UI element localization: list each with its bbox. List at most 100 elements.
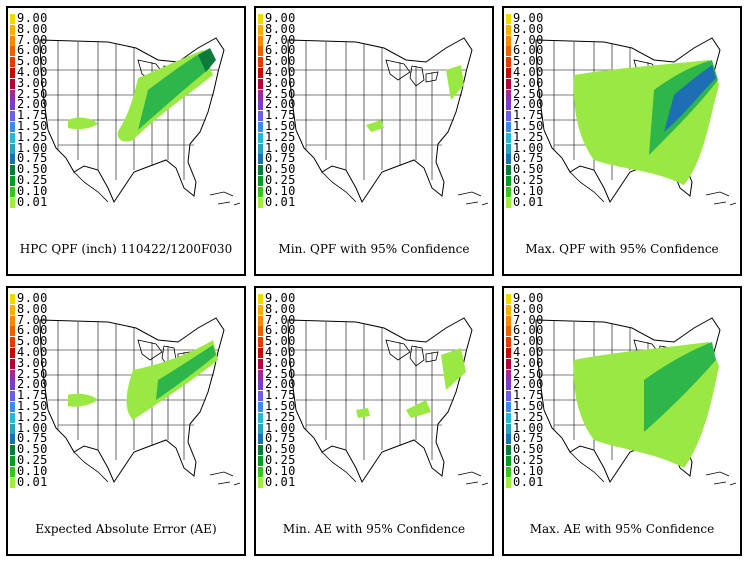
legend-label: 0.10 <box>265 463 296 478</box>
legend-entry: 1.75 <box>10 389 60 402</box>
legend-entry: 4.00 <box>506 344 556 359</box>
legend-swatch <box>10 455 15 466</box>
legend-entry: 5.00 <box>506 54 556 69</box>
legend-entry: 0.10 <box>506 185 556 198</box>
legend-swatch <box>258 46 263 57</box>
legend-swatch <box>258 347 263 358</box>
caribbean-islands <box>705 191 737 206</box>
legend-label: 0.50 <box>265 442 296 457</box>
legend-label: 1.00 <box>513 140 544 155</box>
legend-entry: 0.10 <box>506 465 556 478</box>
legend-entry: 0.25 <box>258 452 308 467</box>
legend-entry: 0.75 <box>506 432 556 445</box>
legend-swatch <box>258 154 263 165</box>
legend-entry: 1.00 <box>258 142 308 155</box>
color-legend: 9.00 8.00 7.00 6.00 5.00 4.00 3.00 2.50 2.00 1.75… <box>10 292 60 489</box>
legend-swatch <box>258 294 263 304</box>
legend-entry: 0.75 <box>10 152 60 165</box>
legend-label: 1.75 <box>265 108 296 123</box>
panel-caption: Max. QPF with 95% Confidence <box>525 242 719 256</box>
legend-entry: 1.00 <box>10 420 60 435</box>
legend-swatch <box>10 369 15 380</box>
legend-label: 1.25 <box>17 129 48 144</box>
legend-entry: 1.00 <box>506 420 556 435</box>
panel-caption: HPC QPF (inch) 110422/1200F030 <box>19 242 233 256</box>
legend-label: 2.00 <box>265 377 296 392</box>
legend-swatch <box>506 175 511 186</box>
legend-label: 2.00 <box>17 377 48 392</box>
legend-label: 8.00 <box>265 21 296 36</box>
legend-label: 1.75 <box>265 388 296 403</box>
legend-label: 3.00 <box>17 355 48 370</box>
legend-entry: 0.50 <box>258 163 308 176</box>
legend-label: 3.00 <box>265 355 296 370</box>
legend-label: 4.00 <box>513 344 544 359</box>
legend-label: 1.50 <box>17 398 48 413</box>
legend-label: 0.25 <box>265 452 296 467</box>
legend-swatch <box>258 445 263 456</box>
legend-label: 3.00 <box>265 75 296 90</box>
state-lines <box>289 40 466 180</box>
legend-swatch <box>10 358 15 369</box>
legend-entry: 0.01 <box>506 196 556 209</box>
legend-swatch <box>506 197 511 208</box>
legend-entry: 0.75 <box>258 152 308 165</box>
legend-swatch <box>258 401 263 412</box>
legend-entry: 3.00 <box>10 77 60 90</box>
legend-label: 0.25 <box>17 452 48 467</box>
legend-entry: 1.00 <box>258 420 308 435</box>
legend-entry: 0.25 <box>258 172 308 187</box>
legend-entry: 0.10 <box>258 463 308 478</box>
legend-label: 1.00 <box>513 420 544 435</box>
legend-label: 8.00 <box>513 301 544 316</box>
legend-swatch <box>506 78 511 89</box>
caribbean-islands <box>209 191 241 206</box>
legend-entry: 9.00 <box>506 12 556 25</box>
legend-entry: 1.75 <box>506 389 556 402</box>
legend-swatch <box>10 186 15 197</box>
legend-swatch <box>506 401 511 412</box>
legend-entry: 0.75 <box>506 152 556 165</box>
legend-entry: 4.00 <box>10 66 60 79</box>
legend-label: 0.25 <box>265 172 296 187</box>
legend-label: 1.00 <box>265 420 296 435</box>
legend-label: 8.00 <box>17 301 48 316</box>
caribbean-islands <box>209 471 241 486</box>
legend-label: 1.50 <box>265 118 296 133</box>
legend-entry: 2.50 <box>506 88 556 101</box>
legend-swatch <box>506 35 511 46</box>
legend-label: 2.00 <box>513 97 544 112</box>
legend-label: 4.00 <box>265 64 296 79</box>
legend-entry: 0.25 <box>10 452 60 467</box>
legend-entry: 2.00 <box>258 377 308 392</box>
legend-swatch <box>506 154 511 165</box>
legend-entry: 3.00 <box>258 355 308 370</box>
legend-swatch <box>10 412 15 423</box>
legend-label: 3.00 <box>513 355 544 370</box>
legend-label: 2.50 <box>17 86 48 101</box>
legend-swatch <box>258 358 263 369</box>
mexico-border <box>73 171 109 203</box>
legend-label: 5.00 <box>513 334 544 349</box>
legend-label: 5.00 <box>513 54 544 69</box>
legend-entry: 8.00 <box>506 301 556 316</box>
legend-entry: 0.25 <box>10 174 60 187</box>
legend-entry: 0.50 <box>258 442 308 457</box>
legend-entry: 2.50 <box>10 368 60 381</box>
legend-entry: 0.75 <box>258 432 308 445</box>
legend-entry: 0.50 <box>10 443 60 456</box>
legend-swatch <box>506 326 511 337</box>
legend-entry: 2.00 <box>506 378 556 391</box>
legend-swatch <box>506 477 511 488</box>
color-legend: 9.00 8.00 7.00 6.00 5.00 4.00 3.00 2.50 2.00 1.75… <box>258 292 308 488</box>
legend-entry: 0.01 <box>10 476 60 489</box>
legend-label: 1.00 <box>17 420 48 435</box>
color-legend: 9.00 8.00 7.00 6.00 5.00 4.00 3.00 2.50 2.00 1.75… <box>506 292 556 488</box>
legend-label: 9.00 <box>17 11 48 25</box>
legend-entry: 0.01 <box>258 196 308 209</box>
legend-swatch <box>506 67 511 78</box>
legend-entry: 4.00 <box>506 66 556 79</box>
country-outline <box>287 37 473 204</box>
legend-swatch <box>506 412 511 423</box>
legend-swatch <box>506 347 511 358</box>
